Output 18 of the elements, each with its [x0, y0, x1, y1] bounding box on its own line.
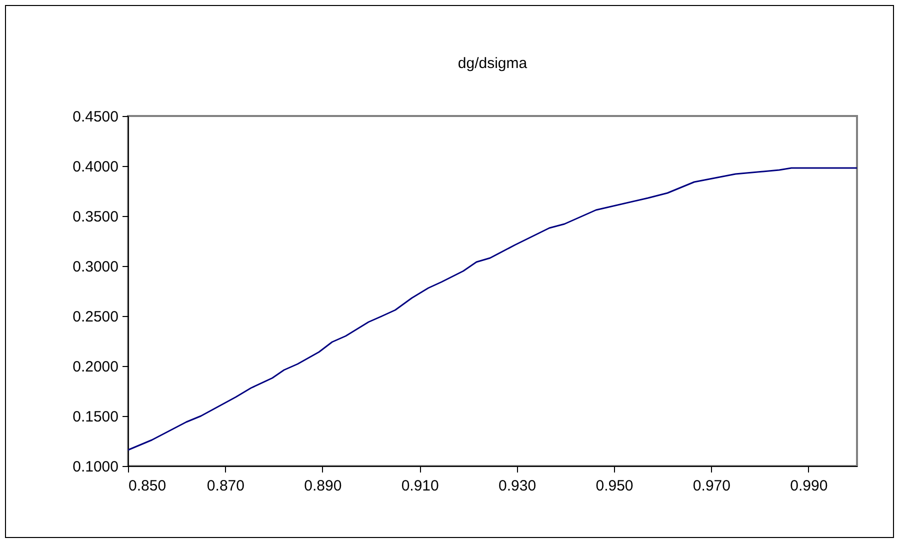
x-tick-label: 0.950	[596, 478, 634, 494]
x-tick-label: 0.930	[498, 478, 536, 494]
x-tick-label: 0.870	[206, 478, 244, 494]
y-tick-label: 0.3000	[72, 258, 118, 276]
x-tick-label: 0.970	[692, 478, 730, 494]
y-tick-label: 0.1000	[72, 458, 118, 476]
x-tick-label: 0.850	[128, 478, 166, 494]
y-tick-label: 0.2500	[72, 308, 118, 326]
y-tick-label: 0.4500	[72, 108, 118, 126]
y-tick-label: 0.3500	[72, 208, 118, 226]
y-tick-label: 0.2000	[72, 358, 118, 376]
line-series	[128, 167, 857, 451]
x-tick-label: 0.990	[790, 478, 828, 494]
chart-title: dg/dsigma	[458, 55, 528, 72]
y-tick-label: 0.4000	[72, 158, 118, 176]
y-tick-label: 0.1500	[72, 408, 118, 426]
x-tick-label: 0.910	[401, 478, 439, 494]
x-tick-label: 0.890	[304, 478, 342, 494]
